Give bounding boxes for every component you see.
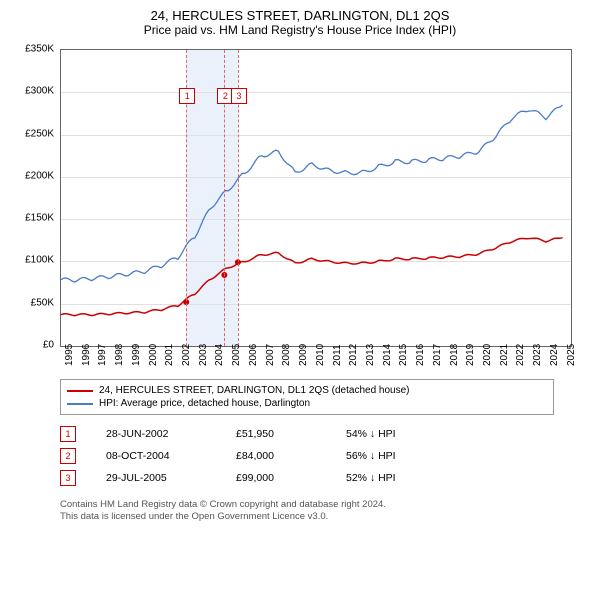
transaction-number-box: 1 xyxy=(60,426,76,442)
x-tick-label: 2016 xyxy=(415,344,426,366)
x-tick-label: 2008 xyxy=(281,344,292,366)
x-tick-label: 2003 xyxy=(198,344,209,366)
legend-label: HPI: Average price, detached house, Darl… xyxy=(99,398,310,409)
x-tick-label: 2010 xyxy=(315,344,326,366)
x-tick-label: 2017 xyxy=(432,344,443,366)
footer-line-2: This data is licensed under the Open Gov… xyxy=(60,511,592,523)
series-hpi xyxy=(61,105,563,282)
x-tick-label: 2023 xyxy=(532,344,543,366)
chart-title: 24, HERCULES STREET, DARLINGTON, DL1 2QS xyxy=(8,8,592,23)
x-tick-label: 1997 xyxy=(97,344,108,366)
x-tick-label: 2002 xyxy=(181,344,192,366)
y-tick-label: £100K xyxy=(25,255,54,266)
transaction-row: 2 08-OCT-2004 £84,000 56% ↓ HPI xyxy=(60,445,592,467)
x-tick-label: 2022 xyxy=(515,344,526,366)
y-tick-label: £300K xyxy=(25,86,54,97)
x-tick-label: 2021 xyxy=(499,344,510,366)
transactions-table: 1 28-JUN-2002 £51,950 54% ↓ HPI 2 08-OCT-2004… xyxy=(60,423,592,489)
y-tick-label: £150K xyxy=(25,213,54,224)
legend-row: HPI: Average price, detached house, Darl… xyxy=(67,397,547,410)
legend-swatch xyxy=(67,403,93,405)
x-tick-label: 2014 xyxy=(382,344,393,366)
x-tick-label: 2006 xyxy=(248,344,259,366)
footer: Contains HM Land Registry data © Crown c… xyxy=(60,499,592,524)
x-tick-label: 2011 xyxy=(332,344,343,366)
transaction-diff: 56% ↓ HPI xyxy=(346,450,446,462)
x-tick-label: 1995 xyxy=(64,344,75,366)
x-tick-label: 2019 xyxy=(465,344,476,366)
series-property xyxy=(61,238,563,316)
transaction-diff: 54% ↓ HPI xyxy=(346,428,446,440)
x-tick-label: 2018 xyxy=(449,344,460,366)
legend-swatch xyxy=(67,390,93,392)
transaction-diff: 52% ↓ HPI xyxy=(346,472,446,484)
x-tick-label: 1998 xyxy=(114,344,125,366)
x-tick-label: 2025 xyxy=(566,344,577,366)
transaction-date: 28-JUN-2002 xyxy=(106,428,206,440)
legend-label: 24, HERCULES STREET, DARLINGTON, DL1 2QS… xyxy=(99,385,410,396)
transaction-marker: 3 xyxy=(231,88,247,104)
transaction-marker: 1 xyxy=(179,88,195,104)
x-tick-label: 2015 xyxy=(398,344,409,366)
transaction-price: £99,000 xyxy=(236,472,316,484)
transaction-date: 08-OCT-2004 xyxy=(106,450,206,462)
x-tick-label: 2000 xyxy=(148,344,159,366)
x-tick-label: 2013 xyxy=(365,344,376,366)
transaction-price: £51,950 xyxy=(236,428,316,440)
y-tick-label: £350K xyxy=(25,44,54,55)
x-tick-label: 2007 xyxy=(265,344,276,366)
transaction-number-box: 3 xyxy=(60,470,76,486)
y-tick-label: £250K xyxy=(25,128,54,139)
legend: 24, HERCULES STREET, DARLINGTON, DL1 2QS… xyxy=(60,379,554,415)
legend-row: 24, HERCULES STREET, DARLINGTON, DL1 2QS… xyxy=(67,384,547,397)
transaction-row: 3 29-JUL-2005 £99,000 52% ↓ HPI xyxy=(60,467,592,489)
x-tick-label: 1996 xyxy=(81,344,92,366)
chart: 123 £0 £50K £100K £150K £200K £250K £300K £350K… xyxy=(18,43,578,373)
x-tick-label: 2020 xyxy=(482,344,493,366)
x-tick-label: 2004 xyxy=(214,344,225,366)
y-tick-label: £50K xyxy=(31,297,54,308)
y-tick-label: £0 xyxy=(43,340,54,351)
chart-subtitle: Price paid vs. HM Land Registry's House … xyxy=(8,23,592,37)
x-tick-label: 2009 xyxy=(298,344,309,366)
y-tick-label: £200K xyxy=(25,170,54,181)
x-tick-label: 1999 xyxy=(131,344,142,366)
x-tick-label: 2001 xyxy=(164,344,175,366)
transaction-price: £84,000 xyxy=(236,450,316,462)
transaction-number-box: 2 xyxy=(60,448,76,464)
chart-svg xyxy=(61,50,571,346)
plot-area: 123 xyxy=(60,49,572,347)
x-tick-label: 2005 xyxy=(231,344,242,366)
x-tick-label: 2024 xyxy=(549,344,560,366)
footer-line-1: Contains HM Land Registry data © Crown c… xyxy=(60,499,592,511)
transaction-date: 29-JUL-2005 xyxy=(106,472,206,484)
transaction-row: 1 28-JUN-2002 £51,950 54% ↓ HPI xyxy=(60,423,592,445)
x-tick-label: 2012 xyxy=(348,344,359,366)
